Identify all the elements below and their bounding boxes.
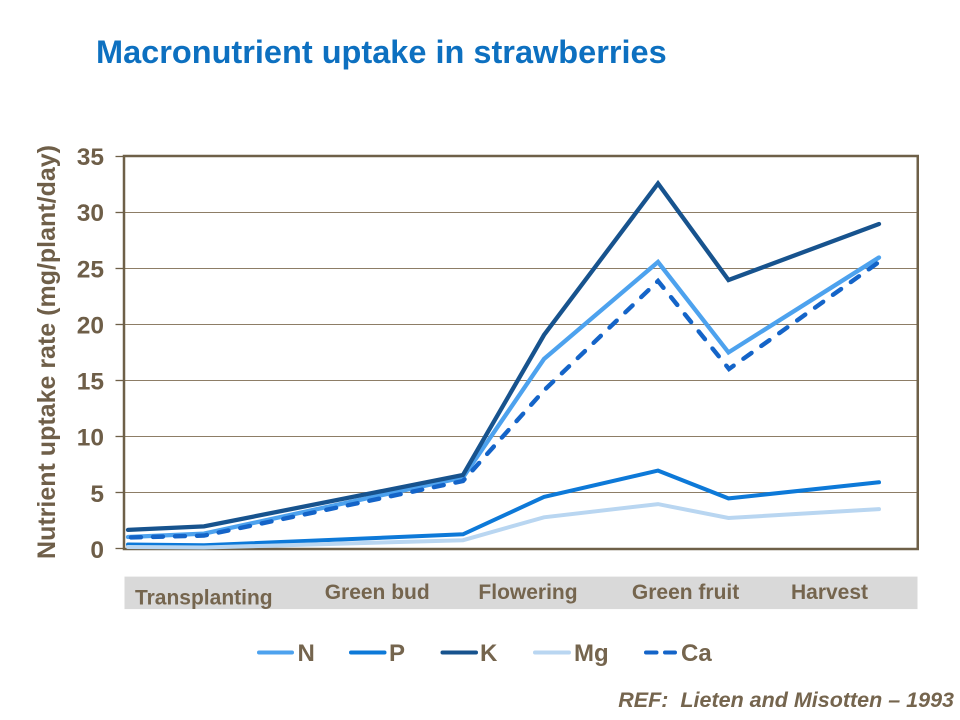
svg-text:30: 30 bbox=[77, 200, 104, 227]
svg-text:20: 20 bbox=[77, 312, 104, 339]
svg-text:35: 35 bbox=[77, 144, 104, 171]
svg-text:Transplanting: Transplanting bbox=[135, 587, 273, 610]
svg-text:25: 25 bbox=[77, 256, 104, 283]
svg-text:15: 15 bbox=[77, 369, 104, 396]
svg-text:REF: Lieten and Misotten – 19: REF: Lieten and Misotten – 1993 bbox=[618, 688, 954, 712]
svg-text:Ca: Ca bbox=[681, 640, 712, 667]
svg-text:0: 0 bbox=[90, 537, 104, 564]
svg-text:Flowering: Flowering bbox=[478, 581, 577, 604]
svg-text:10: 10 bbox=[77, 425, 104, 452]
svg-text:Nutrient uptake rate (mg/plant: Nutrient uptake rate (mg/plant/day) bbox=[33, 145, 61, 559]
svg-text:Green bud: Green bud bbox=[325, 581, 430, 604]
svg-text:Green fruit: Green fruit bbox=[632, 581, 739, 604]
svg-text:N: N bbox=[298, 640, 315, 667]
svg-text:Harvest: Harvest bbox=[791, 581, 868, 604]
svg-text:K: K bbox=[480, 640, 498, 667]
svg-text:P: P bbox=[389, 640, 405, 667]
svg-text:5: 5 bbox=[90, 481, 104, 508]
svg-text:Mg: Mg bbox=[574, 640, 609, 667]
svg-text:Macronutrient uptake in strawb: Macronutrient uptake in strawberries bbox=[96, 34, 667, 70]
